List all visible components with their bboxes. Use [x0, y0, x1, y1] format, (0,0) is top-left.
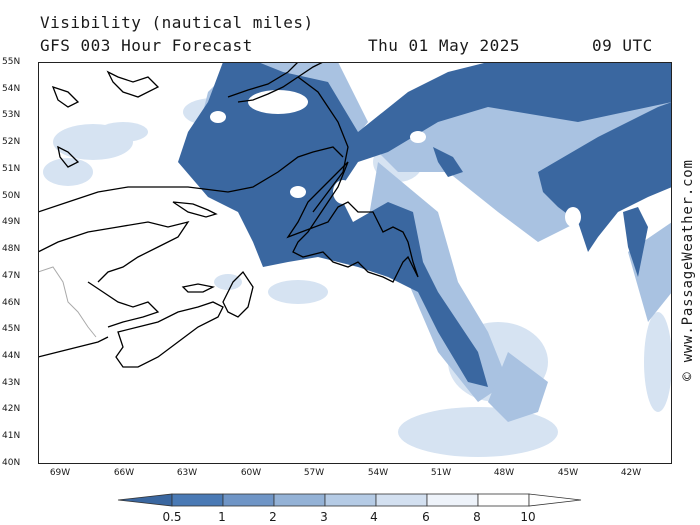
forecast-label: GFS 003 Hour Forecast [40, 36, 253, 55]
legend-label: 1 [218, 510, 226, 524]
lat-label: 43N [2, 378, 21, 388]
cape-breton [222, 270, 254, 318]
legend-label: 2 [269, 510, 277, 524]
lat-label: 55N [2, 57, 21, 67]
map-title: Visibility (nautical miles) [40, 13, 314, 32]
lon-label: 57W [303, 468, 325, 478]
pei [181, 283, 215, 293]
legend-swatch [324, 493, 377, 507]
lat-label: 50N [2, 191, 21, 201]
quebec-north-shore [38, 146, 344, 213]
lon-label: 48W [493, 468, 515, 478]
lat-label: 42N [2, 404, 21, 414]
lat-label: 53N [2, 110, 21, 120]
legend-swatch [117, 493, 173, 507]
legend-swatch [375, 493, 428, 507]
legend-label: 4 [370, 510, 378, 524]
lat-label: 48N [2, 244, 21, 254]
credit-watermark: © www.PassageWeather.com [680, 159, 696, 381]
legend-label: 0.5 [162, 510, 182, 524]
visibility-map [38, 62, 672, 464]
legend-swatch [528, 493, 582, 507]
gulf-south-shore [38, 220, 190, 283]
lat-label: 45N [2, 324, 21, 334]
lat-label: 41N [2, 431, 21, 441]
legend-swatch [426, 493, 479, 507]
lat-label: 52N [2, 137, 21, 147]
lon-label: 66W [113, 468, 135, 478]
lat-label: 44N [2, 351, 21, 361]
new-brunswick [87, 281, 160, 328]
lat-label: 47N [2, 271, 21, 281]
legend-label: 10 [520, 510, 536, 524]
legend-swatch [477, 493, 530, 507]
lon-label: 63W [176, 468, 198, 478]
newfoundland [286, 161, 419, 283]
lon-label: 54W [367, 468, 389, 478]
lat-label: 40N [2, 458, 21, 468]
forecast-date: Thu 01 May 2025 [368, 36, 520, 55]
legend-label: 6 [422, 510, 430, 524]
forecast-time: 09 UTC [592, 36, 653, 55]
legend-swatch [222, 493, 275, 507]
lat-label: 46N [2, 298, 21, 308]
color-legend [0, 490, 700, 525]
lat-label: 49N [2, 217, 21, 227]
lon-label: 60W [240, 468, 262, 478]
legend-label: 3 [320, 510, 328, 524]
lat-label: 51N [2, 164, 21, 174]
coastlines [38, 62, 419, 368]
map-canvas [38, 62, 672, 464]
lat-label: 54N [2, 84, 21, 94]
anticosti-island [172, 201, 218, 218]
nova-scotia [115, 301, 224, 368]
legend-swatch [273, 493, 326, 507]
lon-label: 45W [557, 468, 579, 478]
legend-bar [117, 493, 582, 507]
us-canada-border [38, 266, 97, 338]
legend-label: 8 [473, 510, 481, 524]
labrador-coast [227, 62, 349, 213]
lon-label: 51W [430, 468, 452, 478]
lon-label: 42W [620, 468, 642, 478]
legend-swatch [171, 493, 224, 507]
lon-label: 69W [49, 468, 71, 478]
north-islands [51, 70, 160, 168]
maine-coast [38, 336, 109, 358]
